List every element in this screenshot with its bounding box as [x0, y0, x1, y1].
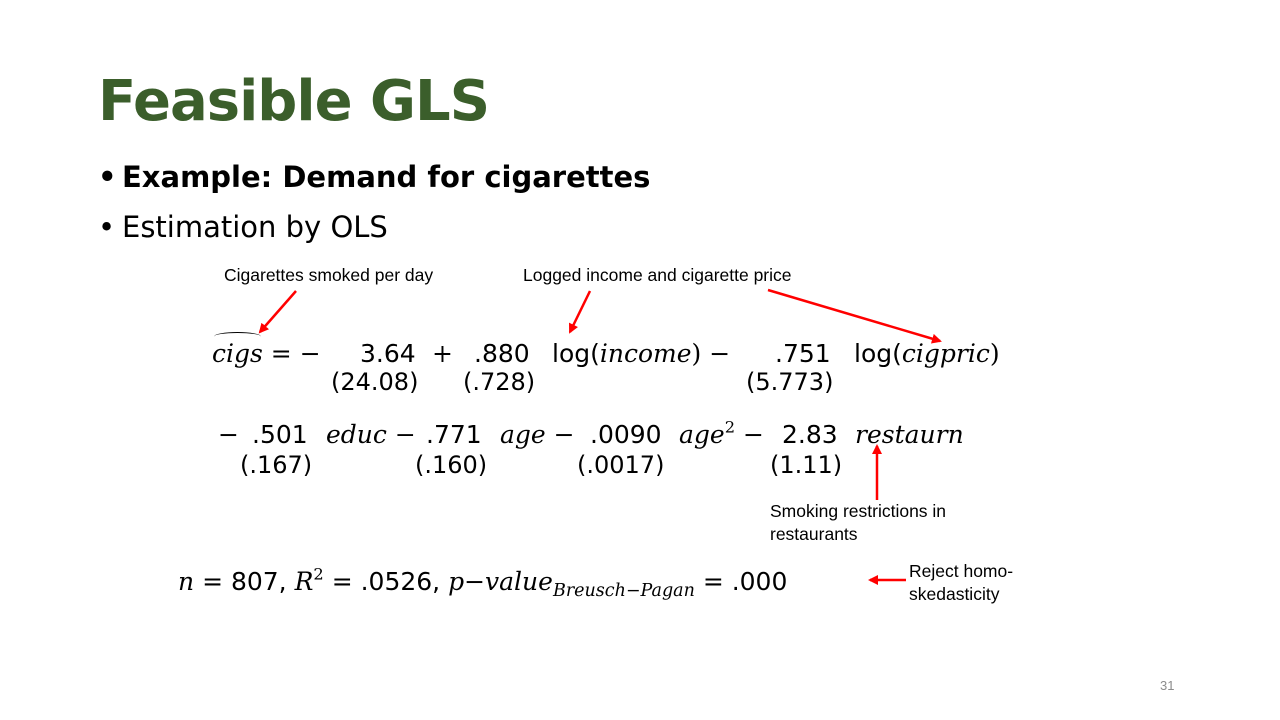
se-price: (5.773): [746, 368, 834, 396]
annotation-restaurn-line2: restaurants: [770, 524, 858, 544]
var-age: age −: [500, 420, 575, 450]
slide-title: Feasible GLS: [98, 69, 490, 134]
r2-label: R: [294, 567, 314, 596]
minus-2: −: [394, 420, 416, 449]
var-age2: age2 −: [679, 417, 764, 450]
lhs-cigs: cigs: [212, 332, 263, 368]
close-paren: ) −: [691, 339, 731, 368]
pvalue-value: = .000: [702, 567, 788, 596]
r2-exponent: 2: [313, 564, 324, 584]
minus-3: −: [553, 420, 575, 449]
pvalue-subscript: Breusch−Pagan: [552, 581, 695, 602]
coef-age: .771: [426, 420, 482, 449]
age2-exponent: 2: [724, 417, 736, 437]
close-paren: ): [989, 339, 1000, 368]
se-restaurn: (1.11): [770, 451, 843, 479]
se-educ: (.167): [240, 451, 313, 479]
se-age2: (.0017): [577, 451, 665, 479]
coef-income: .880: [474, 339, 530, 368]
coef-educ: .501: [252, 420, 308, 449]
pvalue-label: p−value: [448, 567, 553, 596]
r2-value: = .0526,: [331, 567, 441, 596]
bullet-text: Example: Demand for cigarettes: [122, 160, 651, 194]
bullet-icon: •: [98, 210, 116, 244]
coef-age2: .0090: [590, 420, 662, 449]
annotation-bp-line2: skedasticity: [909, 584, 1000, 604]
var-educ-text: educ: [326, 420, 387, 449]
bullet-list: • Example: Demand for cigarettes • Estimat…: [98, 152, 650, 252]
var-age-text: age: [500, 420, 546, 449]
annotation-logs: Logged income and cigarette price: [523, 265, 792, 285]
se-income: (.728): [463, 368, 536, 396]
plus-sign: +: [432, 339, 453, 368]
equation-line-1: cigs = −: [212, 332, 321, 369]
annotation-cigs: Cigarettes smoked per day: [224, 265, 434, 285]
coef-price: .751: [775, 339, 831, 368]
term-log-price: log(cigpric): [854, 339, 1000, 369]
arrow-to-income: [568, 290, 592, 334]
se-age: (.160): [415, 451, 488, 479]
var-cigpric: cigpric: [901, 339, 990, 368]
se-const: (24.08): [331, 368, 419, 396]
page-number: 31: [1160, 678, 1175, 693]
bullet-text: Estimation by OLS: [122, 210, 388, 244]
arrow-to-cigs: [258, 290, 297, 334]
log-label: log(: [854, 339, 902, 368]
coef-const: 3.64: [360, 339, 416, 368]
minus-4: −: [743, 420, 764, 449]
bullet-item: • Example: Demand for cigarettes: [98, 152, 650, 202]
annotation-bp-line1: Reject homo-: [909, 561, 1014, 581]
stats-line: n = 807, R2 = .0526, p−valueBreusch−Paga…: [178, 564, 788, 600]
var-age2-text: age: [679, 420, 725, 449]
term-log-income: log(income) −: [552, 339, 730, 369]
var-income: income: [599, 339, 692, 368]
n-label: n: [178, 567, 195, 596]
log-label: log(: [552, 339, 600, 368]
annotation-restaurn-line1: Smoking restrictions in: [770, 501, 947, 521]
arrow-to-cigpric: [767, 288, 942, 344]
minus-1: −: [218, 420, 239, 449]
coef-restaurn: 2.83: [782, 420, 838, 449]
eq-sign: = −: [270, 339, 321, 368]
n-value: = 807,: [202, 567, 287, 596]
bullet-item: • Estimation by OLS: [98, 202, 650, 252]
var-educ: educ −: [326, 420, 416, 450]
bullet-icon: •: [98, 160, 117, 194]
